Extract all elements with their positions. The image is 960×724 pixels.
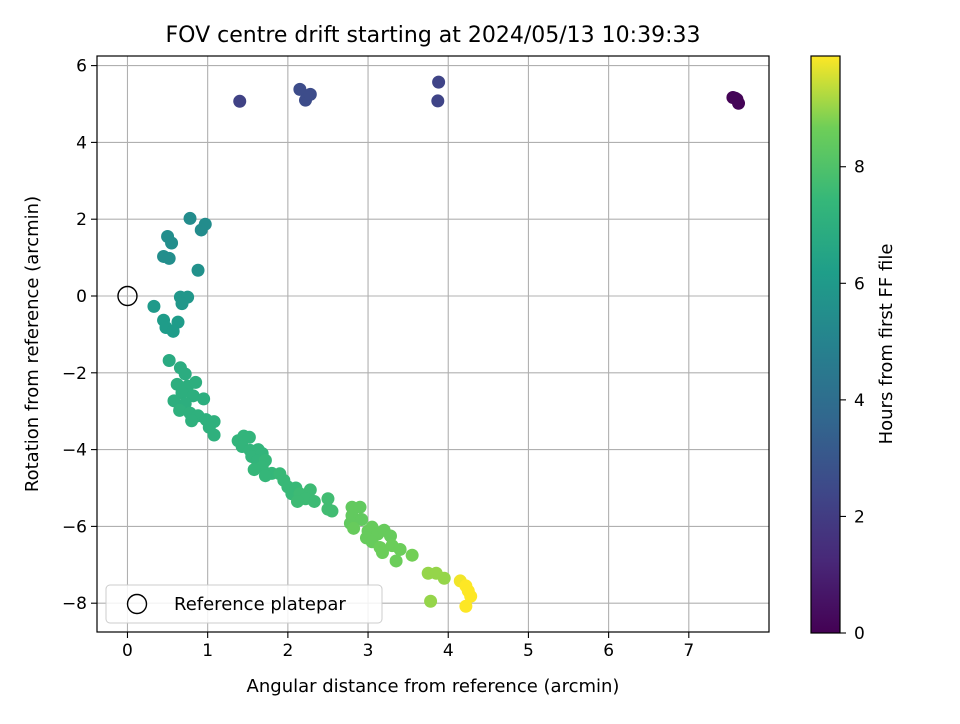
- data-point: [293, 82, 307, 96]
- legend-marker-reference: [126, 593, 148, 615]
- data-point: [424, 594, 438, 608]
- y-tick-label: −2: [62, 364, 87, 384]
- x-tick-label: 4: [443, 641, 454, 661]
- data-point: [393, 542, 407, 556]
- data-point: [431, 94, 445, 108]
- data-point: [233, 94, 247, 108]
- colorbar-tick-label: 2: [854, 507, 865, 527]
- data-point: [459, 599, 473, 613]
- data-point: [405, 548, 419, 562]
- data-point: [383, 529, 397, 543]
- grid-lines: [97, 56, 769, 632]
- data-point: [347, 521, 361, 535]
- x-axis-ticks: 0 1 2 3 4 5 6 7: [122, 632, 694, 661]
- y-tick-label: −8: [62, 594, 87, 614]
- data-point: [375, 546, 389, 560]
- data-point: [166, 324, 180, 338]
- x-tick-label: 3: [363, 641, 374, 661]
- data-point: [307, 494, 321, 508]
- data-point: [321, 492, 335, 506]
- data-point: [167, 394, 181, 408]
- data-point: [432, 75, 446, 89]
- data-point: [247, 463, 261, 477]
- x-tick-label: 7: [683, 641, 694, 661]
- legend-label-reference: Reference platepar: [174, 594, 346, 615]
- data-point: [147, 299, 161, 313]
- data-point: [464, 589, 478, 603]
- data-point: [355, 512, 369, 526]
- data-point: [437, 571, 451, 585]
- colorbar-tick-label: 8: [854, 158, 865, 178]
- data-point: [173, 403, 187, 417]
- y-axis-label: Rotation from reference (arcmin): [22, 196, 43, 492]
- data-points: [117, 75, 746, 613]
- data-point: [242, 430, 256, 444]
- data-point: [194, 223, 208, 237]
- data-point: [191, 263, 205, 277]
- x-tick-label: 0: [122, 641, 133, 661]
- data-point: [325, 504, 339, 518]
- reference-platepar-marker: [117, 285, 138, 307]
- data-point: [165, 236, 179, 250]
- data-point: [183, 211, 197, 225]
- legend: Reference platepar: [105, 584, 383, 624]
- plot-frame: [96, 55, 770, 633]
- data-point: [175, 386, 189, 400]
- x-tick-label: 6: [603, 641, 614, 661]
- y-tick-label: 2: [76, 210, 87, 230]
- chart-title: FOV centre drift starting at 2024/05/13 …: [166, 23, 701, 48]
- data-point: [197, 392, 211, 406]
- colorbar-gradient: [810, 55, 841, 634]
- data-point: [303, 87, 317, 101]
- data-point: [207, 428, 221, 442]
- data-point: [185, 414, 199, 428]
- colorbar-tick-label: 0: [854, 624, 865, 644]
- data-point: [389, 554, 403, 568]
- y-tick-label: 0: [76, 287, 87, 307]
- colorbar-label: Hours from first FF file: [876, 244, 897, 445]
- data-point: [162, 354, 176, 368]
- data-point: [290, 494, 304, 508]
- data-point: [175, 297, 189, 311]
- data-point: [258, 469, 272, 483]
- x-tick-label: 1: [202, 641, 213, 661]
- data-point: [728, 91, 742, 105]
- data-point: [178, 367, 192, 381]
- data-point: [162, 251, 176, 265]
- colorbar-tick-label: 4: [854, 391, 865, 411]
- y-axis-ticks: −8 −6 −4 −2 0 2 4 6: [62, 57, 97, 614]
- x-axis-label: Angular distance from reference (arcmin): [247, 676, 620, 697]
- y-tick-label: −6: [62, 517, 87, 537]
- x-tick-label: 2: [282, 641, 293, 661]
- x-tick-label: 5: [523, 641, 534, 661]
- y-tick-label: 6: [76, 57, 87, 77]
- colorbar-tick-label: 6: [854, 274, 865, 294]
- colorbar-ticks: 0 2 4 6 8: [840, 158, 865, 644]
- data-point: [353, 500, 367, 514]
- colorbar: 0 2 4 6 8 Hours from first FF file: [810, 55, 897, 644]
- data-point: [189, 375, 203, 389]
- y-tick-label: −4: [62, 441, 87, 461]
- y-tick-label: 4: [76, 133, 87, 153]
- legend-box: [105, 584, 383, 624]
- data-point: [186, 389, 200, 403]
